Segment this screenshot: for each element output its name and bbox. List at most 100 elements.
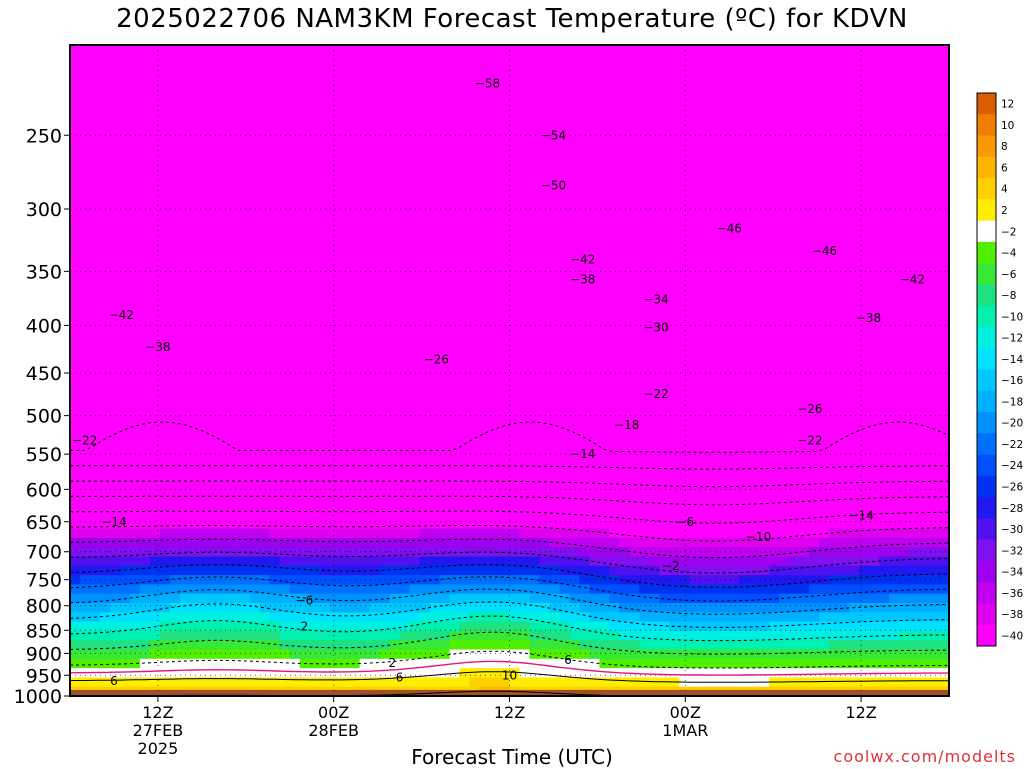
temperature-cell <box>499 426 511 437</box>
temperature-cell <box>439 603 451 613</box>
temperature-cell <box>579 584 591 595</box>
temperature-cell <box>189 677 201 688</box>
temperature-cell <box>89 258 101 269</box>
temperature-cell <box>379 510 391 520</box>
temperature-cell <box>529 575 541 585</box>
temperature-cell <box>639 621 650 632</box>
temperature-cell <box>189 138 201 148</box>
temperature-cell <box>189 491 201 502</box>
temperature-cell <box>589 603 600 613</box>
temperature-cell <box>519 119 531 130</box>
temperature-cell <box>239 435 251 446</box>
temperature-cell <box>499 556 511 567</box>
temperature-cell <box>139 612 151 623</box>
temperature-cell <box>429 528 441 539</box>
temperature-cell <box>569 128 581 139</box>
temperature-cell <box>149 510 161 520</box>
temperature-cell <box>279 603 291 613</box>
temperature-cell <box>249 649 261 660</box>
temperature-cell <box>99 45 111 55</box>
temperature-cell <box>709 138 720 148</box>
temperature-cell <box>499 231 511 241</box>
temperature-cell <box>299 677 311 688</box>
temperature-cell <box>649 100 660 111</box>
temperature-cell <box>199 649 211 660</box>
temperature-cell <box>489 45 501 55</box>
temperature-cell <box>459 82 471 93</box>
temperature-cell <box>429 45 441 55</box>
temperature-cell <box>179 407 191 418</box>
temperature-cell <box>529 519 541 530</box>
temperature-cell <box>619 203 630 213</box>
temperature-cell <box>769 175 780 186</box>
temperature-cell <box>419 658 431 669</box>
temperature-cell <box>409 212 421 223</box>
temperature-cell <box>659 240 670 251</box>
temperature-cell <box>679 649 690 660</box>
temperature-cell <box>169 249 181 260</box>
temperature-cell <box>359 463 371 474</box>
temperature-cell <box>309 417 321 427</box>
temperature-cell <box>719 426 730 437</box>
temperature-cell <box>339 193 351 204</box>
temperature-cell <box>549 482 561 492</box>
temperature-cell <box>189 417 201 427</box>
temperature-cell <box>319 370 331 381</box>
temperature-cell <box>629 482 640 492</box>
temperature-cell <box>539 54 551 65</box>
temperature-cell <box>549 389 561 399</box>
temperature-cell <box>449 547 461 558</box>
temperature-cell <box>369 565 381 576</box>
temperature-cell <box>79 630 91 641</box>
temperature-cell <box>339 184 351 195</box>
temperature-cell <box>309 286 321 297</box>
temperature-cell <box>169 45 181 55</box>
temperature-cell <box>309 165 321 176</box>
temperature-cell <box>669 128 680 139</box>
temperature-cell <box>429 668 441 678</box>
temperature-cell <box>339 296 351 306</box>
temperature-cell <box>579 677 591 688</box>
temperature-cell <box>399 640 411 651</box>
temperature-cell <box>129 305 141 316</box>
temperature-cell <box>139 277 151 288</box>
temperature-cell <box>339 175 351 186</box>
temperature-cell <box>299 268 311 279</box>
temperature-cell <box>509 500 521 511</box>
temperature-cell <box>239 426 251 437</box>
temperature-cell <box>169 463 181 474</box>
temperature-cell <box>649 268 660 279</box>
temperature-cell <box>629 537 640 548</box>
temperature-cell <box>459 537 471 548</box>
temperature-cell <box>239 519 251 530</box>
temperature-cell <box>559 212 571 223</box>
temperature-cell <box>379 398 391 409</box>
temperature-cell <box>439 454 451 465</box>
temperature-cell <box>109 221 121 232</box>
temperature-cell <box>99 519 111 530</box>
temperature-cell <box>339 510 351 520</box>
temperature-cell <box>539 612 551 623</box>
temperature-cell <box>299 454 311 465</box>
temperature-cell <box>249 519 261 530</box>
temperature-cell <box>559 333 571 344</box>
temperature-cell <box>70 212 81 223</box>
temperature-cell <box>89 110 101 120</box>
temperature-cell <box>529 630 541 641</box>
temperature-cell <box>689 156 700 167</box>
temperature-cell <box>769 147 780 158</box>
temperature-cell <box>339 640 351 651</box>
temperature-cell <box>239 100 251 111</box>
temperature-cell <box>689 519 700 530</box>
temperature-cell <box>249 556 261 567</box>
temperature-cell <box>699 640 710 651</box>
temperature-cell <box>239 240 251 251</box>
temperature-cell <box>419 621 431 632</box>
temperature-cell <box>629 240 640 251</box>
temperature-cell <box>139 212 151 223</box>
temperature-cell <box>109 110 121 120</box>
temperature-cell <box>769 277 780 288</box>
temperature-cell <box>369 454 381 465</box>
temperature-cell <box>599 305 610 316</box>
temperature-cell <box>579 231 591 241</box>
